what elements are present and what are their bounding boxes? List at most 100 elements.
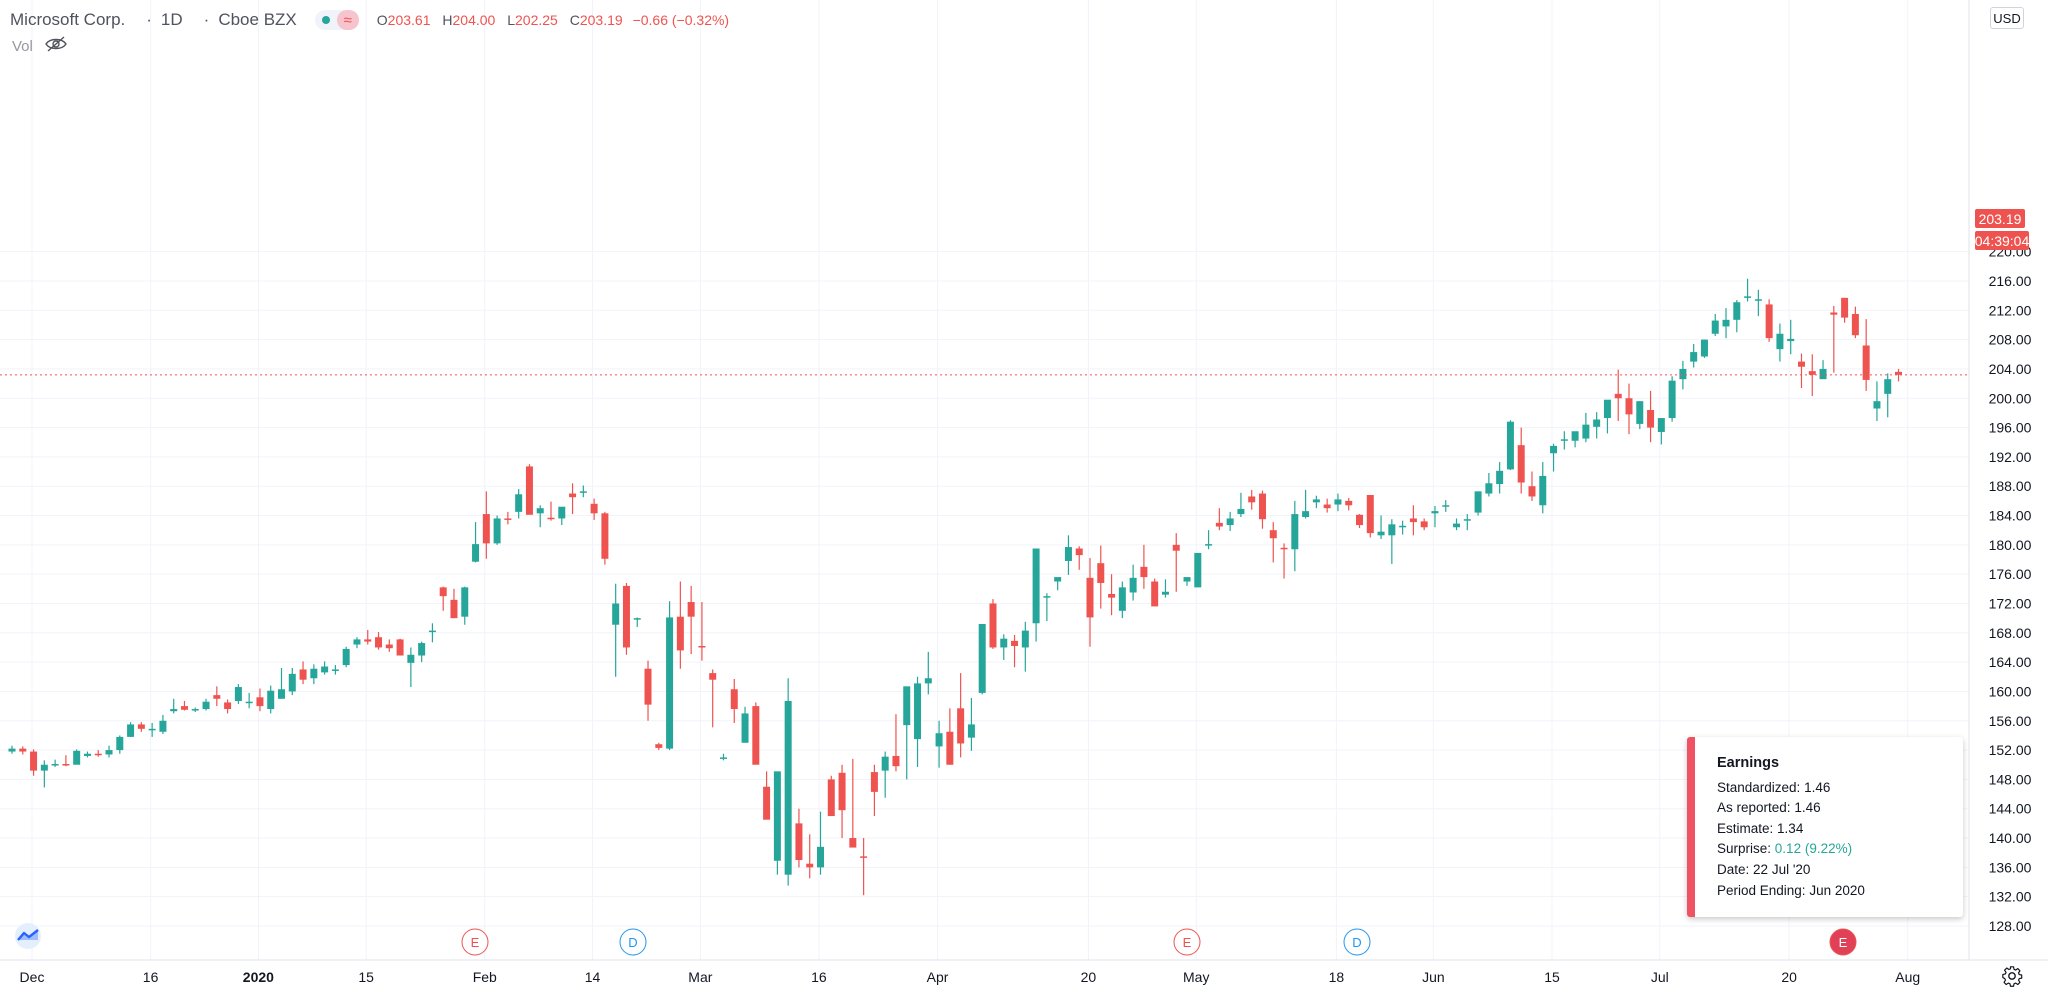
candle-body [1269, 530, 1277, 539]
price-tick-label: 216.00 [1989, 273, 2032, 289]
candle-body [579, 491, 587, 493]
candle-body [1517, 445, 1525, 483]
price-tick-label: 196.00 [1989, 420, 2032, 436]
price-tick-label: 132.00 [1989, 889, 2032, 905]
grid [0, 0, 1969, 960]
candle-body [180, 706, 188, 710]
event-marker-letter: E [471, 935, 480, 950]
candle-body [1161, 591, 1169, 595]
currency-button[interactable]: USD [1990, 7, 2024, 29]
candle-body [450, 599, 458, 619]
price-tick-label: 136.00 [1989, 859, 2032, 875]
candle-body [1064, 547, 1072, 561]
open-value: 203.61 [387, 12, 431, 28]
candle-body [547, 517, 555, 520]
tooltip-row-standardized: Standardized: 1.46 [1717, 779, 1831, 795]
symbol-legend[interactable]: Microsoft Corp. · 1D · Cboe BZX ≈ O203.6… [10, 8, 729, 32]
candle-body [1420, 521, 1428, 528]
candle-body [644, 668, 652, 705]
exchange-label: Cboe BZX [218, 10, 297, 29]
candle-body [1733, 302, 1741, 320]
time-tick-label: 16 [143, 969, 159, 985]
candle-body [978, 624, 986, 693]
candle-body [1086, 577, 1094, 618]
candle-body [719, 757, 727, 759]
candle-body [493, 518, 501, 544]
candle-body [73, 750, 81, 765]
candle-body [795, 823, 803, 861]
time-tick-label: Feb [473, 969, 497, 985]
candle-body [1312, 499, 1320, 503]
time-tick-label: 15 [358, 969, 374, 985]
candle-body [1194, 552, 1202, 588]
time-axis: Dec 16 2020 15 Feb 14 Mar 16 Apr 20 May 18 Jun 15 Jul 2… [20, 969, 1921, 985]
candle-body [1453, 523, 1461, 528]
candle-body [1302, 511, 1310, 517]
candle-body [1151, 581, 1159, 607]
time-tick-label: 2020 [243, 969, 274, 985]
tooltip-title: Earnings [1717, 755, 1780, 771]
open-label: O [376, 12, 388, 28]
interval-label[interactable]: 1D [160, 10, 183, 29]
candle-body [331, 669, 339, 671]
time-tick-label: 16 [811, 969, 827, 985]
price-tick-label: 140.00 [1989, 830, 2032, 846]
high-label: H [442, 12, 453, 28]
candle-body [989, 603, 997, 648]
close-value: 203.19 [579, 12, 623, 28]
candle-body [870, 772, 878, 792]
candle-body [1528, 486, 1536, 497]
market-open-icon [315, 10, 337, 30]
time-tick-label: 18 [1329, 969, 1345, 985]
time-tick-label: 20 [1081, 969, 1097, 985]
candle-body [364, 639, 372, 642]
candle-body [127, 724, 135, 737]
candle-body [1700, 339, 1708, 357]
tradingview-logo-icon[interactable] [8, 922, 48, 950]
symbol-name[interactable]: Microsoft Corp. [10, 10, 126, 29]
candle-body [310, 668, 318, 679]
candle-body [1032, 548, 1040, 624]
candle-body [1021, 630, 1029, 648]
candle-body [536, 508, 544, 514]
candle-body [1679, 368, 1687, 380]
candle-body [914, 683, 922, 740]
candle-body [1442, 505, 1450, 507]
candle-body [213, 695, 221, 699]
candle-body [1690, 352, 1698, 362]
price-tick-label: 188.00 [1989, 478, 2032, 494]
time-tick-label: Mar [688, 969, 712, 985]
eye-hidden-icon[interactable] [45, 36, 67, 56]
candle-body [1388, 524, 1396, 536]
dividend-marker-icon [1343, 928, 1371, 956]
volume-label: Vol [12, 37, 33, 55]
candle-body [1399, 525, 1407, 528]
volume-legend[interactable]: Vol [12, 36, 67, 56]
settings-gear-icon[interactable] [2001, 965, 2025, 989]
candle-body [1506, 421, 1514, 470]
price-tick-label: 200.00 [1989, 390, 2032, 406]
candle-body [806, 863, 814, 868]
market-status-pill[interactable]: ≈ [314, 10, 359, 30]
candle-body [924, 678, 932, 684]
last-price-tag: 203.19 [1975, 209, 2025, 228]
candle-body [655, 744, 663, 748]
candle-body [1765, 304, 1773, 339]
candle-body [860, 856, 868, 858]
tooltip-row-surprise: Surprise: 0.12 (9.22%) [1717, 841, 1853, 857]
time-tick-label: May [1183, 969, 1209, 985]
candle-body [957, 708, 965, 744]
candle-body [1614, 393, 1622, 399]
ohlc-values: O203.61 H204.00 L202.25 C203.19 −0.66 (−… [377, 12, 729, 28]
candle-body [1054, 577, 1062, 582]
candle-body [1226, 518, 1234, 526]
candle-body [1140, 566, 1148, 578]
candle-body [62, 764, 70, 766]
candle-body [1593, 419, 1601, 427]
high-value: 204.00 [452, 12, 496, 28]
candle-body [1884, 379, 1892, 394]
dividend-marker-icon [619, 928, 647, 956]
candle-body [148, 728, 156, 731]
candle-body [1485, 483, 1493, 494]
